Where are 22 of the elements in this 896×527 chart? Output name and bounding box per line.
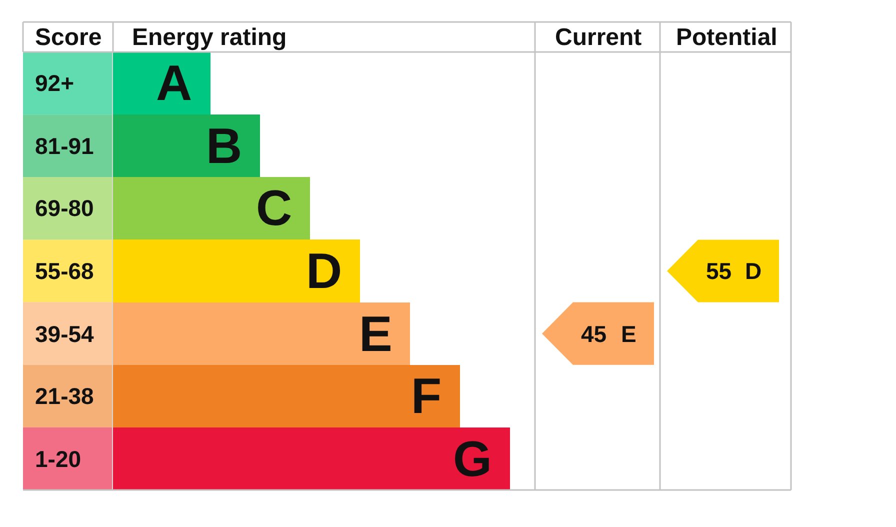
text: Potential [676, 24, 778, 51]
annotation: D [306, 243, 342, 299]
text: Current [555, 24, 642, 51]
data-label: 55 [706, 258, 732, 284]
y-tick-label: 39-54 [35, 321, 94, 347]
y-tick-label: 92+ [35, 70, 74, 96]
annotation: F [411, 368, 442, 424]
annotation: C [256, 180, 292, 236]
data-label: 45 [581, 321, 607, 347]
annotation: A [156, 55, 192, 111]
annotation: G [453, 431, 492, 487]
category-label: E [621, 321, 636, 347]
category-label: D [745, 258, 762, 284]
y-tick-label: 69-80 [35, 195, 94, 221]
y-axis-title: Score [35, 24, 102, 51]
y-tick-label: 1-20 [35, 446, 82, 472]
y-tick-label: 81-91 [35, 133, 94, 159]
annotation: B [206, 118, 242, 174]
annotation: E [359, 306, 392, 362]
y-tick-label: 55-68 [35, 258, 94, 284]
x-axis-title: Energy rating [132, 24, 287, 51]
y-tick-label: 21-38 [35, 383, 94, 409]
